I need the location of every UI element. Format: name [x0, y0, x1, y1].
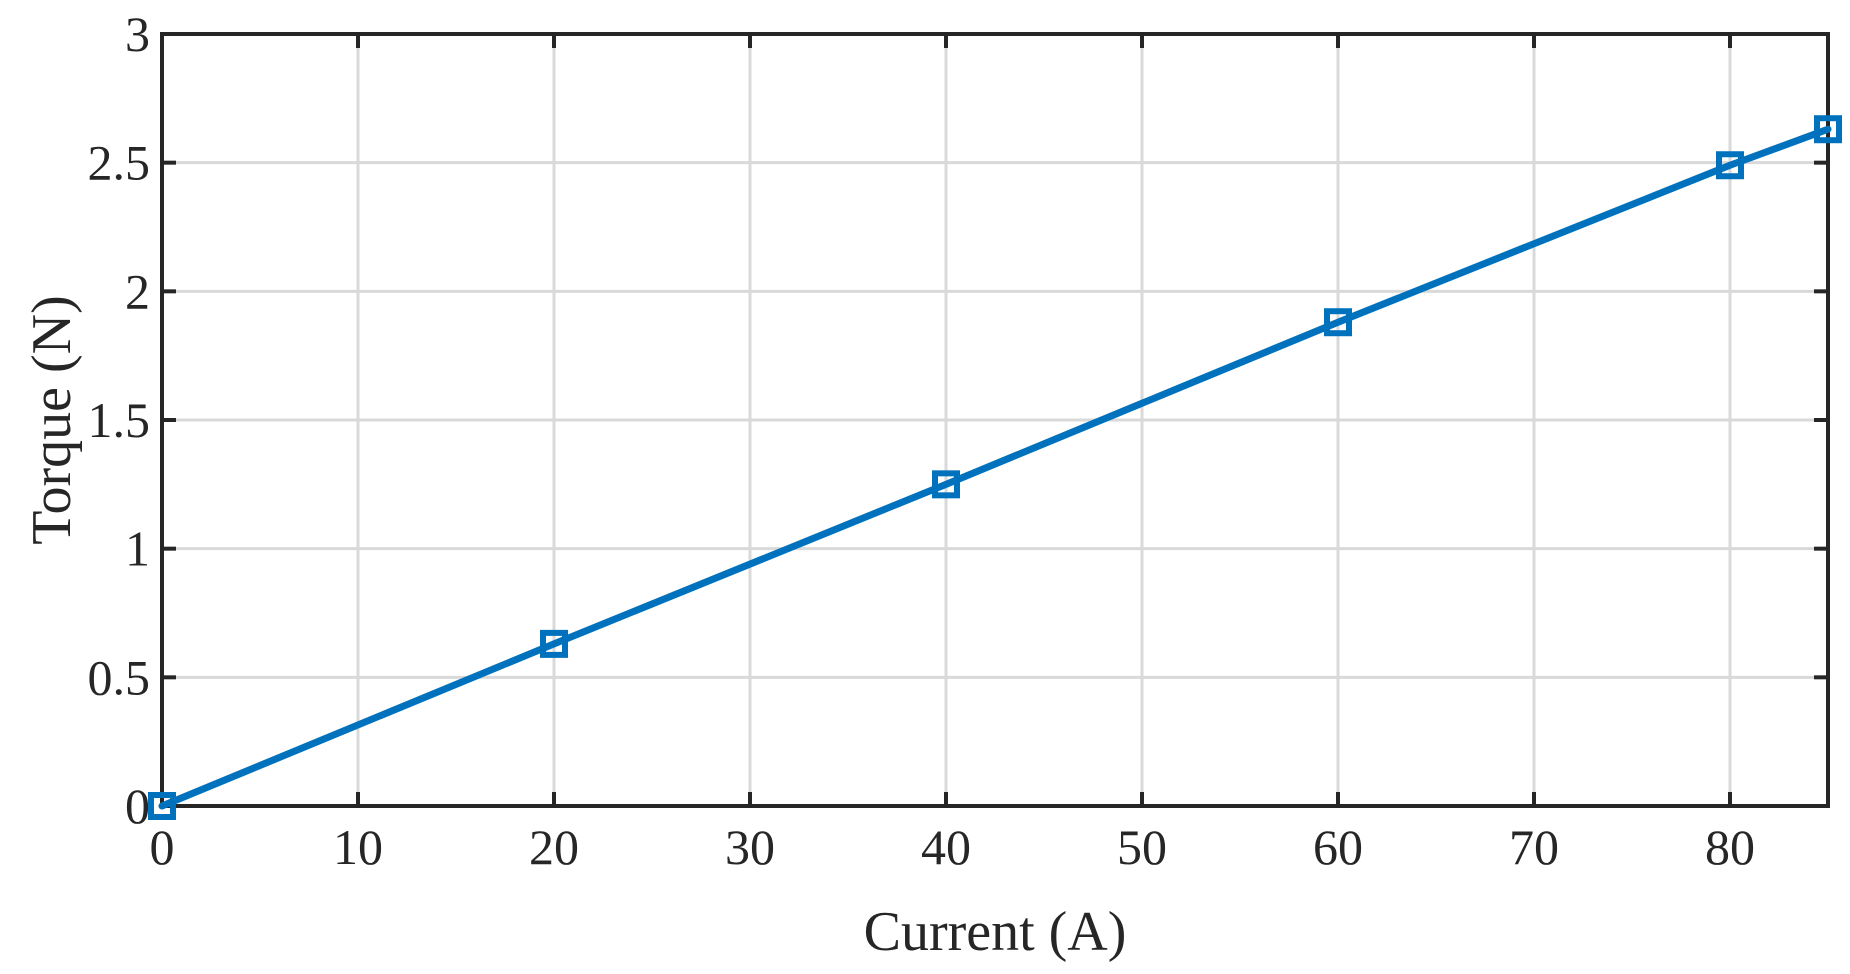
y-tick-label: 0: [125, 778, 150, 834]
y-tick-labels: 0 0.5 1 1.5 2 2.5 3: [88, 6, 151, 834]
x-tick-label: 40: [921, 819, 971, 875]
x-tick-label: 20: [529, 819, 579, 875]
x-tick-label: 80: [1705, 819, 1755, 875]
y-tick-label: 1.5: [88, 392, 151, 448]
x-tick-label: 30: [725, 819, 775, 875]
x-tick-label: 60: [1313, 819, 1363, 875]
series-marker: [1814, 115, 1842, 144]
x-axis-label: Current (A): [864, 901, 1127, 963]
x-tick-label: 10: [333, 819, 383, 875]
series-marker: [1324, 308, 1352, 337]
plot-frame: [160, 32, 1830, 808]
series-marker: [1716, 151, 1744, 180]
x-tick-label: 0: [150, 819, 175, 875]
series-marker: [148, 792, 176, 820]
y-tick-label: 0.5: [88, 649, 151, 705]
series-marker: [932, 470, 960, 499]
x-tick-label: 50: [1117, 819, 1167, 875]
y-tick-label: 2.5: [88, 135, 151, 191]
y-tick-label: 1: [125, 521, 150, 577]
y-axis-label: Torque (N): [21, 295, 83, 545]
series-marker: [540, 629, 568, 658]
y-tick-label: 3: [125, 6, 150, 62]
data-series: [148, 115, 1842, 820]
x-tick-label: 70: [1509, 819, 1559, 875]
y-tick-label: 2: [125, 263, 150, 319]
series-line: [158, 125, 1832, 810]
x-tick-labels: 0 10 20 30 40 50 60 70 80: [150, 819, 1756, 875]
